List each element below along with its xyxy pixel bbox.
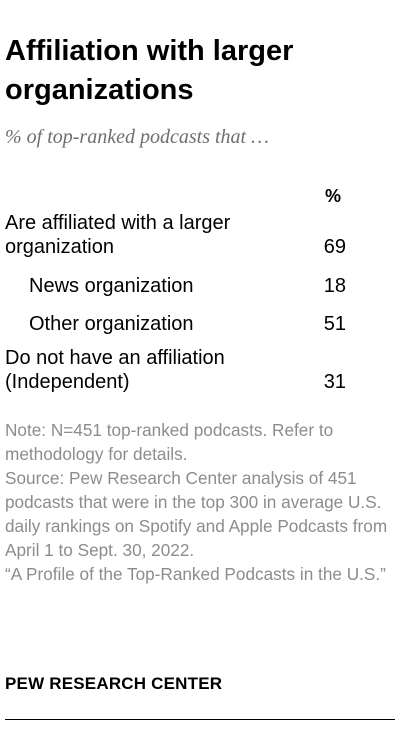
brand-logo-text: PEW RESEARCH CENTER (5, 674, 223, 693)
row-value-independent: 31 (323, 371, 346, 393)
chart-subtitle: % of top-ranked podcasts that … (5, 126, 269, 148)
bottom-divider (5, 719, 395, 720)
row-value-affiliated: 69 (323, 236, 346, 258)
row-label-independent: Do not have an affiliation (Independent) (5, 347, 225, 393)
chart-notes: Note: N=451 top-ranked podcasts. Refer t… (5, 418, 397, 586)
source-text: Source: Pew Research Center analysis of … (5, 468, 388, 560)
row-value-other-organization: 51 (323, 313, 346, 335)
row-label-affiliated: Are affiliated with a larger organizatio… (5, 212, 231, 258)
row-value-news-organization: 18 (323, 275, 346, 297)
chart-title: Affiliation with larger organizations (5, 35, 294, 106)
row-label-other-organization: Other organization (29, 313, 194, 335)
column-header-percent: % (324, 186, 341, 206)
report-title: “A Profile of the Top-Ranked Podcasts in… (5, 564, 386, 584)
note-text: Note: N=451 top-ranked podcasts. Refer t… (5, 420, 334, 464)
row-label-news-organization: News organization (29, 275, 194, 297)
